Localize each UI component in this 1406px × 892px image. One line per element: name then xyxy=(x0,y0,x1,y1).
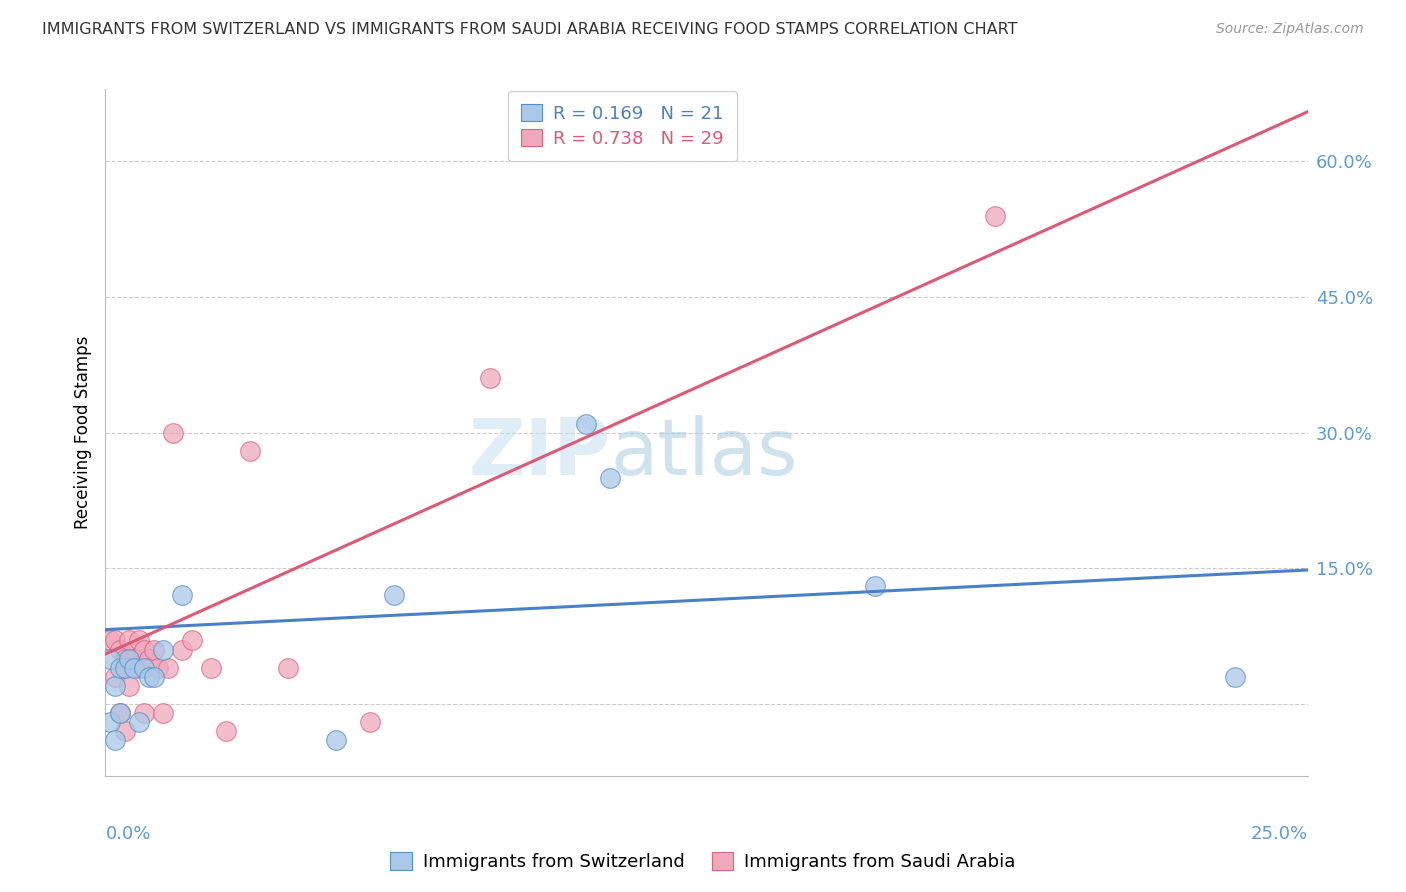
Text: IMMIGRANTS FROM SWITZERLAND VS IMMIGRANTS FROM SAUDI ARABIA RECEIVING FOOD STAMP: IMMIGRANTS FROM SWITZERLAND VS IMMIGRANT… xyxy=(42,22,1018,37)
Legend: R = 0.169   N = 21, R = 0.738   N = 29: R = 0.169 N = 21, R = 0.738 N = 29 xyxy=(508,91,737,161)
Point xyxy=(984,209,1007,223)
Point xyxy=(479,371,502,385)
Point xyxy=(108,660,131,674)
Point xyxy=(575,417,598,431)
Y-axis label: Receiving Food Stamps: Receiving Food Stamps xyxy=(73,336,91,529)
Text: 25.0%: 25.0% xyxy=(1250,825,1308,843)
Point xyxy=(325,732,347,747)
Point xyxy=(128,633,150,648)
Point xyxy=(172,588,194,602)
Point xyxy=(118,633,141,648)
Point xyxy=(108,706,131,720)
Point xyxy=(214,723,236,738)
Point xyxy=(132,642,155,657)
Point xyxy=(148,660,170,674)
Point xyxy=(108,642,131,657)
Point xyxy=(104,633,127,648)
Point xyxy=(172,642,194,657)
Point xyxy=(599,471,621,485)
Point xyxy=(128,660,150,674)
Text: ZIP: ZIP xyxy=(468,415,610,491)
Point xyxy=(152,706,174,720)
Point xyxy=(138,651,160,665)
Point xyxy=(382,588,405,602)
Point xyxy=(114,651,136,665)
Point xyxy=(124,651,146,665)
Point xyxy=(104,732,127,747)
Point xyxy=(98,633,121,648)
Point xyxy=(239,443,262,458)
Point xyxy=(104,670,127,684)
Point xyxy=(152,642,174,657)
Point xyxy=(863,579,886,593)
Point xyxy=(98,651,121,665)
Point xyxy=(98,714,121,729)
Point xyxy=(132,706,155,720)
Point xyxy=(132,660,155,674)
Point xyxy=(1225,670,1247,684)
Text: Source: ZipAtlas.com: Source: ZipAtlas.com xyxy=(1216,22,1364,37)
Point xyxy=(104,679,127,693)
Point xyxy=(138,670,160,684)
Point xyxy=(142,642,165,657)
Point xyxy=(128,714,150,729)
Point xyxy=(118,679,141,693)
Point xyxy=(108,706,131,720)
Point xyxy=(118,651,141,665)
Point xyxy=(156,660,179,674)
Point xyxy=(114,660,136,674)
Point xyxy=(162,425,184,440)
Point xyxy=(200,660,222,674)
Point xyxy=(114,723,136,738)
Text: 0.0%: 0.0% xyxy=(105,825,150,843)
Point xyxy=(181,633,204,648)
Point xyxy=(359,714,381,729)
Point xyxy=(277,660,299,674)
Point xyxy=(124,660,146,674)
Text: atlas: atlas xyxy=(610,415,797,491)
Legend: Immigrants from Switzerland, Immigrants from Saudi Arabia: Immigrants from Switzerland, Immigrants … xyxy=(384,846,1022,879)
Point xyxy=(142,670,165,684)
